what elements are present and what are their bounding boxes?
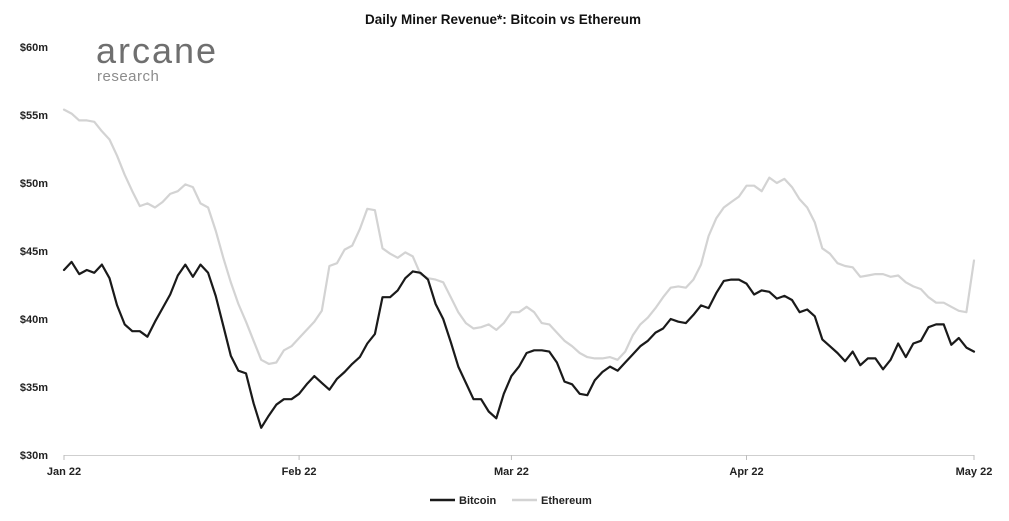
y-axis: $30m $35m $40m $45m $50m $55m $60m (20, 42, 48, 462)
plot-area (62, 108, 976, 429)
legend-item-ethereum[interactable]: Ethereum (512, 495, 592, 507)
legend-label-bitcoin: Bitcoin (459, 495, 497, 507)
logo-subtitle: research (97, 68, 159, 85)
x-tick-label: Apr 22 (729, 466, 763, 478)
y-tick-label: $40m (20, 314, 48, 326)
y-tick-label: $45m (20, 246, 48, 258)
legend: Bitcoin Ethereum (430, 495, 592, 507)
y-tick-label: $30m (20, 450, 48, 462)
chart-title: Daily Miner Revenue*: Bitcoin vs Ethereu… (365, 12, 641, 27)
y-tick-label: $35m (20, 382, 48, 394)
y-tick-label: $55m (20, 110, 48, 122)
logo-wordmark: arcane (96, 30, 218, 71)
x-tick-label: Mar 22 (494, 466, 529, 478)
x-tick-label: Feb 22 (282, 466, 317, 478)
logo: arcane research (96, 30, 218, 85)
x-tick-label: Jan 22 (47, 466, 81, 478)
x-axis: Jan 22 Feb 22 Mar 22 Apr 22 May 22 (47, 455, 992, 478)
y-tick-label: $50m (20, 178, 48, 190)
series-line-bitcoin (62, 260, 976, 429)
x-tick-label: May 22 (956, 466, 993, 478)
y-tick-label: $60m (20, 42, 48, 54)
legend-label-ethereum: Ethereum (541, 495, 592, 507)
legend-item-bitcoin[interactable]: Bitcoin (430, 495, 497, 507)
series-line-ethereum (62, 108, 976, 365)
